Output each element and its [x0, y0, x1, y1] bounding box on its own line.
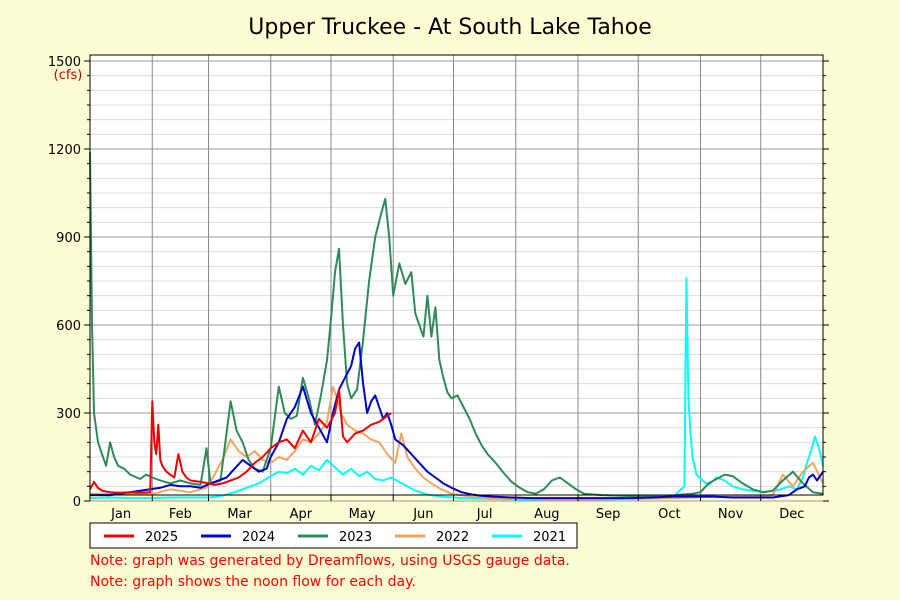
legend-label-2023: 2023: [339, 530, 372, 545]
legend-label-2025: 2025: [145, 530, 178, 545]
y-tick-label: 1200: [48, 143, 81, 158]
plot-frame: [89, 54, 824, 496]
grid: [90, 55, 823, 502]
chart-title: Upper Truckee - At South Lake Tahoe: [248, 15, 652, 40]
note-source: Note: graph was generated by Dreamflows,…: [90, 553, 570, 569]
y-axis-unit: (cfs): [54, 68, 83, 83]
legend: 2025 2024 2023 2022 2021: [89, 522, 578, 549]
series-group: [89, 151, 824, 501]
x-tick-label: Apr: [290, 507, 313, 522]
series-line-2024: [90, 341, 824, 500]
x-tick-label: Mar: [227, 507, 252, 522]
y-tick-label: 300: [56, 407, 81, 422]
legend-label-2021: 2021: [533, 530, 566, 545]
x-tick-label: Jul: [476, 507, 493, 522]
y-tick-label: 1500: [48, 55, 81, 70]
series-line-2025: [89, 388, 392, 494]
x-tick-label: Nov: [718, 507, 744, 522]
x-tick-label: Jun: [412, 507, 433, 522]
x-tick-label: Aug: [534, 507, 559, 522]
x-tick-label: Feb: [169, 507, 192, 522]
legend-label-2022: 2022: [436, 530, 469, 545]
x-tick-label: Dec: [779, 507, 804, 522]
plot-area: [90, 55, 823, 495]
legend-label-2024: 2024: [242, 530, 275, 545]
y-tick-label: 0: [73, 495, 81, 510]
y-tick-label: 900: [56, 231, 81, 246]
y-tick-label: 600: [56, 319, 81, 334]
x-tick-label: Jan: [110, 507, 131, 522]
x-tick-label: Sep: [596, 507, 621, 522]
x-tick-label: May: [349, 507, 376, 522]
axes: 0 300 600 900 1200 1500 Jan Feb Mar Apr May Jun Jul A…: [48, 55, 829, 522]
series-line-2022: [90, 385, 824, 501]
note-noon-flow: Note: graph shows the noon flow for each…: [90, 574, 416, 590]
x-tick-label: Oct: [658, 507, 680, 522]
